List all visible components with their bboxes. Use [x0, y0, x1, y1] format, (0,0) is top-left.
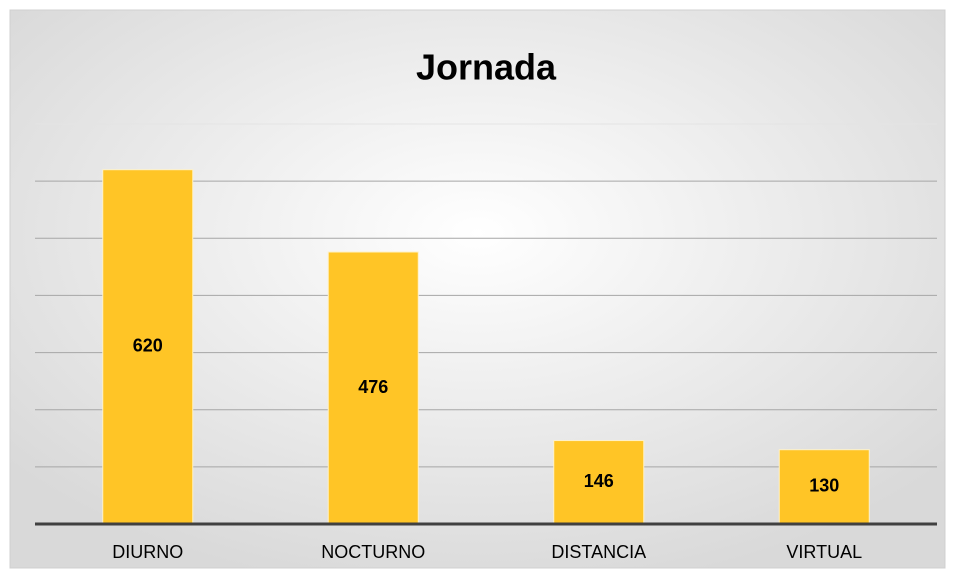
x-tick-label: DIURNO — [112, 542, 183, 562]
x-tick-label: VIRTUAL — [786, 542, 862, 562]
x-tick-label: DISTANCIA — [551, 542, 646, 562]
x-tick-label: NOCTURNO — [321, 542, 425, 562]
data-label: 620 — [133, 336, 163, 356]
data-label: 476 — [358, 377, 388, 397]
chart-title: Jornada — [416, 47, 557, 88]
data-label: 130 — [809, 476, 839, 496]
data-label: 146 — [584, 471, 614, 491]
bar — [102, 169, 194, 525]
bar — [327, 251, 419, 525]
bar — [553, 440, 645, 525]
bar — [778, 449, 870, 525]
